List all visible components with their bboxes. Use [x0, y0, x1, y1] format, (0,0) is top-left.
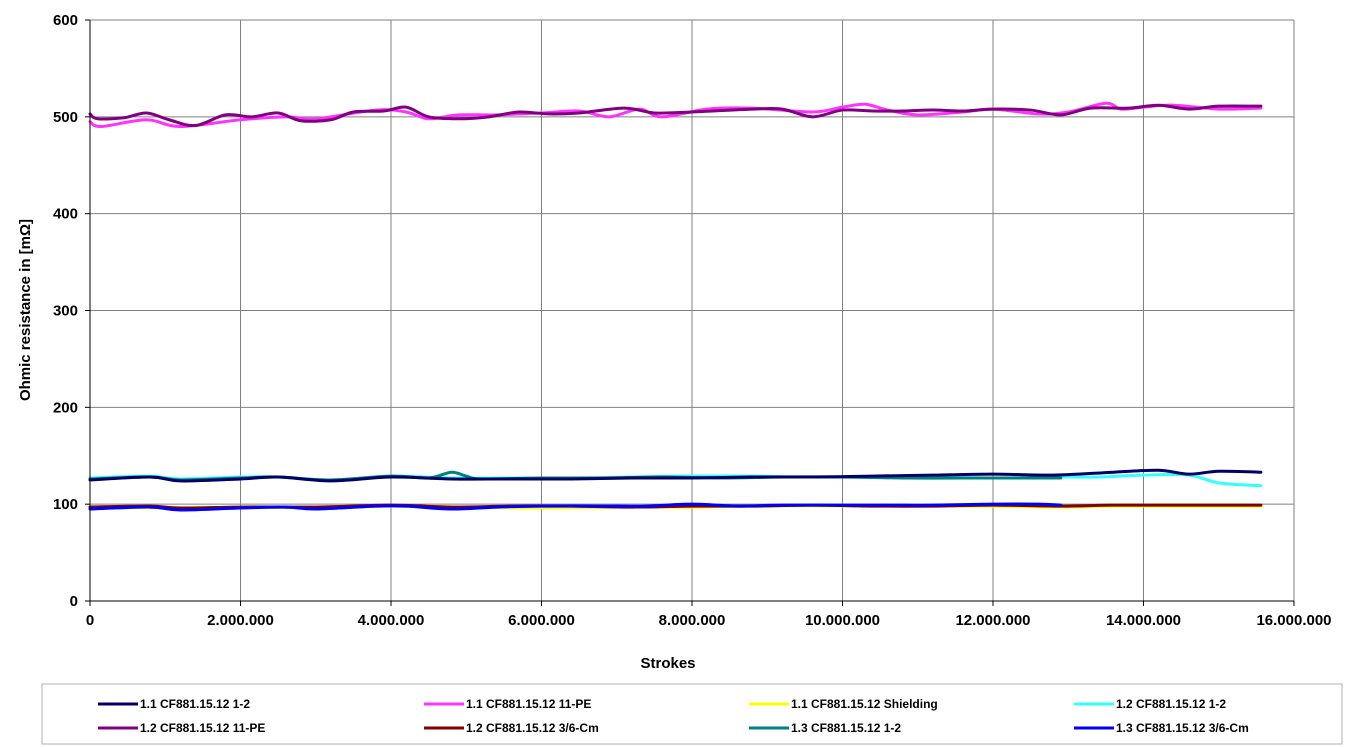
- y-tick-label: 200: [53, 399, 78, 416]
- legend-box: [41, 683, 1343, 745]
- x-tick-label: 14.000.000: [1106, 612, 1181, 629]
- x-tick-label: 0: [86, 612, 94, 629]
- gridlines: [90, 19, 1295, 601]
- legend: 1.1 CF881.15.12 1-2 1.1 CF881.15.12 11-PE…: [41, 683, 1343, 745]
- series-lines: [88, 101, 1263, 512]
- y-tick-label: 100: [53, 496, 78, 513]
- y-tick-label: 400: [53, 206, 78, 223]
- legend-entry: 1.1 CF881.15.12 Shielding: [791, 697, 938, 711]
- tick-labels: 0 2.000.000 4.000.000 6.000.000 8.000.000 10.…: [53, 12, 1332, 629]
- x-tick-label: 10.000.000: [805, 612, 880, 629]
- legend-entry: 1.1 CF881.15.12 1-2: [140, 697, 250, 711]
- y-axis-title: Ohmic resistance in [mΩ]: [17, 219, 34, 401]
- axes: [85, 19, 1295, 606]
- x-tick-label: 6.000.000: [508, 612, 575, 629]
- legend-entry: 1.1 CF881.15.12 11-PE: [466, 697, 591, 711]
- x-tick-label: 2.000.000: [207, 612, 274, 629]
- x-tick-label: 12.000.000: [955, 612, 1030, 629]
- series-line: [88, 103, 1263, 128]
- x-axis-title: Strokes: [640, 655, 695, 672]
- legend-entry: 1.2 CF881.15.12 1-2: [1116, 697, 1226, 711]
- legend-entry: 1.2 CF881.15.12 3/6-Cm: [466, 721, 599, 735]
- x-tick-label: 8.000.000: [659, 612, 726, 629]
- legend-entry: 1.2 CF881.15.12 11-PE: [140, 721, 265, 735]
- y-tick-label: 600: [53, 12, 78, 29]
- y-tick-label: 500: [53, 109, 78, 126]
- series-line: [88, 502, 1063, 512]
- y-tick-label: 300: [53, 303, 78, 320]
- y-tick-label: 0: [70, 593, 78, 610]
- series-line: [88, 468, 1263, 483]
- legend-entry: 1.3 CF881.15.12 3/6-Cm: [1116, 721, 1249, 735]
- x-tick-label: 4.000.000: [358, 612, 425, 629]
- legend-entry: 1.3 CF881.15.12 1-2: [791, 721, 901, 735]
- x-tick-label: 16.000.000: [1256, 612, 1331, 629]
